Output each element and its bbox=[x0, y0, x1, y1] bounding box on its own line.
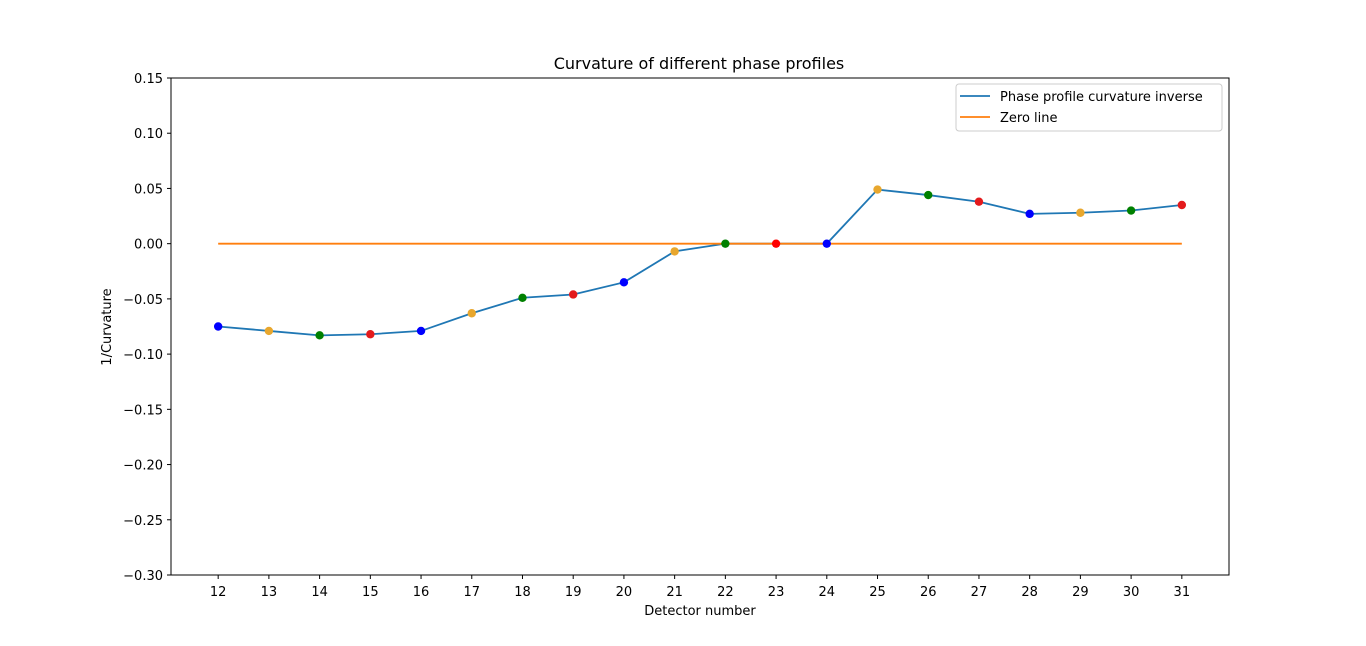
x-tick-label: 27 bbox=[971, 585, 988, 600]
x-tick-label: 18 bbox=[514, 585, 531, 600]
data-point bbox=[1025, 209, 1034, 219]
data-point bbox=[1076, 208, 1085, 217]
x-tick-label: 12 bbox=[210, 585, 227, 600]
data-point bbox=[619, 278, 629, 287]
y-tick-label: 0.00 bbox=[134, 238, 163, 253]
x-tick-label: 16 bbox=[413, 585, 430, 600]
x-tick-label: 19 bbox=[565, 585, 582, 600]
x-tick-label: 30 bbox=[1123, 585, 1140, 600]
x-tick-label: 28 bbox=[1021, 585, 1038, 600]
x-tick-label: 17 bbox=[463, 585, 480, 600]
x-tick-label: 29 bbox=[1072, 585, 1089, 600]
y-tick-label: 0.15 bbox=[134, 72, 163, 87]
x-tick-label: 31 bbox=[1174, 585, 1191, 600]
data-point bbox=[416, 326, 426, 336]
data-point bbox=[822, 239, 831, 248]
data-point bbox=[1177, 200, 1187, 210]
series-layer bbox=[218, 188, 1182, 337]
data-point bbox=[569, 290, 578, 299]
x-tick-label: 21 bbox=[666, 585, 683, 600]
data-point bbox=[721, 239, 730, 248]
data-point bbox=[974, 197, 984, 206]
x-tick-label: 14 bbox=[311, 585, 328, 600]
x-tick-label: 13 bbox=[261, 585, 278, 600]
legend: Phase profile curvature inverse Zero lin… bbox=[955, 83, 1223, 132]
y-tick-label: 0.05 bbox=[134, 182, 163, 197]
plot-area bbox=[171, 78, 1229, 575]
legend-label-phase-profile: Phase profile curvature inverse bbox=[1000, 90, 1203, 105]
y-tick-label: −0.25 bbox=[123, 514, 163, 529]
marker-layer bbox=[213, 185, 1187, 340]
y-tick-label: 0.10 bbox=[134, 127, 163, 142]
data-point bbox=[771, 239, 781, 248]
x-tick-label: 20 bbox=[616, 585, 633, 600]
x-tick-label: 25 bbox=[869, 585, 886, 600]
data-point bbox=[213, 322, 223, 331]
x-tick-label: 24 bbox=[819, 585, 836, 600]
x-tick-label: 23 bbox=[768, 585, 785, 600]
data-point bbox=[315, 331, 324, 340]
x-tick-label: 26 bbox=[920, 585, 937, 600]
data-point bbox=[873, 185, 882, 194]
data-point bbox=[366, 330, 375, 339]
y-tick-label: −0.15 bbox=[123, 403, 163, 418]
y-tick-label: −0.05 bbox=[123, 293, 163, 308]
x-axis-label: Detector number bbox=[644, 604, 756, 619]
chart-title: Curvature of different phase profiles bbox=[554, 54, 845, 73]
x-tick-label: 15 bbox=[362, 585, 379, 600]
data-point bbox=[1126, 206, 1136, 215]
x-axis: 12 13 14 15 16 17 18 19 20 21 22 23 24 25 26 27 28 29 30 31 bbox=[210, 575, 1190, 600]
data-point bbox=[467, 309, 476, 318]
y-axis: −0.30 −0.25 −0.20 −0.15 −0.10 −0.05 0.00 0.05 0.… bbox=[123, 72, 171, 584]
y-axis-label: 1/Curvature bbox=[100, 288, 115, 365]
data-point bbox=[264, 326, 274, 336]
legend-box bbox=[955, 83, 1223, 132]
y-tick-label: −0.30 bbox=[123, 569, 163, 584]
legend-label-zero-line: Zero line bbox=[1000, 111, 1058, 126]
y-tick-label: −0.10 bbox=[123, 348, 163, 363]
data-point bbox=[518, 293, 527, 302]
x-tick-label: 22 bbox=[717, 585, 734, 600]
y-tick-label: −0.20 bbox=[123, 459, 163, 474]
series-line-phase-profile-curvature-inverse bbox=[218, 188, 1182, 337]
data-point bbox=[670, 247, 679, 256]
data-point bbox=[924, 190, 933, 200]
plot-frame bbox=[170, 77, 1230, 576]
